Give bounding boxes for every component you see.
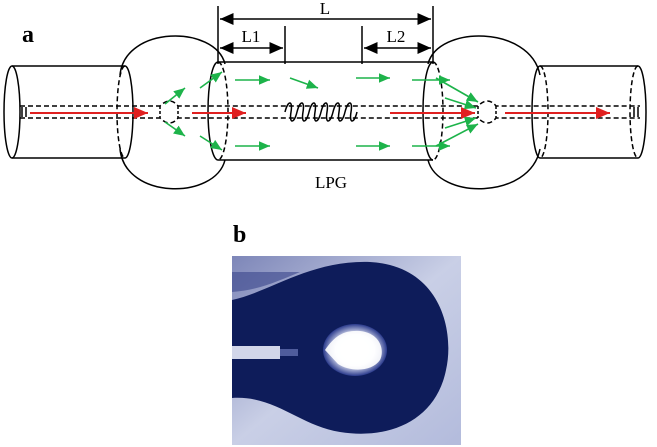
panel-a: a L L1 L2 — [4, 0, 646, 192]
dim-label: L1 — [242, 27, 261, 46]
figure: a L L1 L2 — [0, 0, 657, 447]
panel-b: b — [232, 222, 461, 445]
dim-label: L2 — [387, 27, 406, 46]
dimensions: L L1 L2 — [218, 0, 433, 64]
component-label: LPG — [315, 173, 347, 192]
panel-label: b — [233, 222, 246, 248]
panel-label: a — [22, 22, 34, 48]
light-paths — [30, 72, 610, 150]
photo — [232, 256, 461, 445]
dim-label: L — [320, 0, 330, 18]
